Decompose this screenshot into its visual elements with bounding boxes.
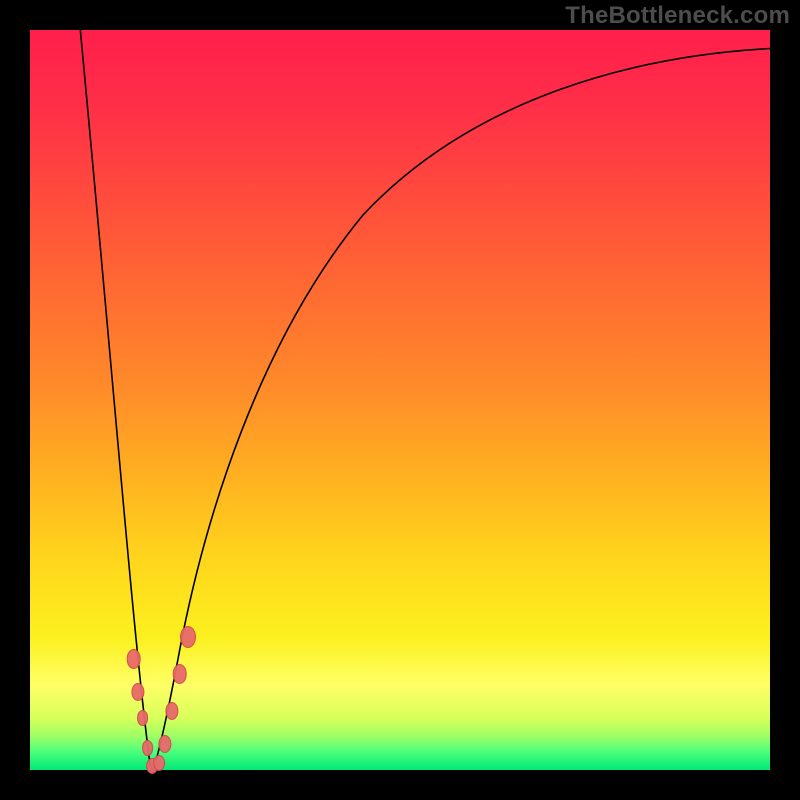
figure-root: TheBottleneck.com bbox=[0, 0, 800, 800]
plot-area bbox=[30, 30, 770, 770]
data-marker bbox=[153, 755, 165, 771]
data-marker bbox=[180, 626, 196, 648]
data-marker bbox=[137, 710, 149, 726]
data-marker bbox=[142, 740, 154, 756]
watermark-text: TheBottleneck.com bbox=[565, 2, 790, 30]
v-curve-path bbox=[80, 30, 770, 770]
curve-layer bbox=[30, 30, 770, 770]
data-marker bbox=[172, 664, 187, 684]
data-marker bbox=[126, 649, 141, 669]
